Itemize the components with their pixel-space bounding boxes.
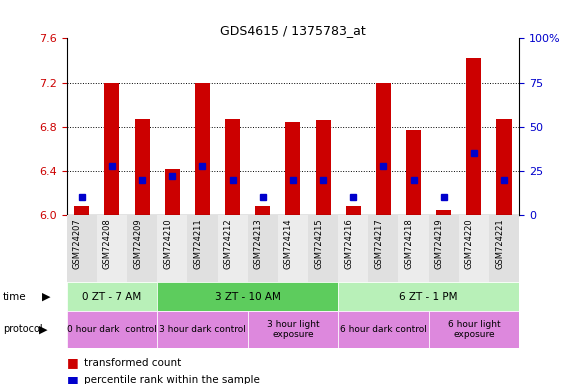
FancyBboxPatch shape <box>489 215 519 282</box>
Text: ▶: ▶ <box>42 291 51 302</box>
FancyBboxPatch shape <box>218 215 248 282</box>
Text: GSM724210: GSM724210 <box>163 218 172 269</box>
FancyBboxPatch shape <box>338 215 368 282</box>
Bar <box>157 282 338 311</box>
Text: GSM724219: GSM724219 <box>434 218 444 269</box>
Text: GSM724218: GSM724218 <box>404 218 414 269</box>
FancyBboxPatch shape <box>278 215 308 282</box>
Bar <box>225 119 240 215</box>
FancyBboxPatch shape <box>127 215 157 282</box>
FancyBboxPatch shape <box>157 215 187 282</box>
Bar <box>157 311 248 348</box>
FancyBboxPatch shape <box>459 215 489 282</box>
Bar <box>135 119 150 215</box>
Text: GSM724220: GSM724220 <box>465 218 474 269</box>
Text: 3 hour dark control: 3 hour dark control <box>159 325 246 334</box>
Text: 6 hour light
exposure: 6 hour light exposure <box>448 319 500 339</box>
Text: ■: ■ <box>67 374 78 384</box>
Text: GSM724221: GSM724221 <box>495 218 504 269</box>
FancyBboxPatch shape <box>97 215 127 282</box>
Text: ▶: ▶ <box>39 324 48 334</box>
Bar <box>338 282 519 311</box>
Text: 6 ZT - 1 PM: 6 ZT - 1 PM <box>400 291 458 302</box>
Bar <box>255 206 270 215</box>
Text: GSM724213: GSM724213 <box>253 218 263 269</box>
Bar <box>436 210 451 215</box>
Text: transformed count: transformed count <box>84 358 182 368</box>
FancyBboxPatch shape <box>187 215 218 282</box>
Bar <box>429 311 519 348</box>
Text: GSM724212: GSM724212 <box>223 218 233 269</box>
Text: GSM724211: GSM724211 <box>193 218 202 269</box>
Text: GSM724214: GSM724214 <box>284 218 293 269</box>
Text: 6 hour dark control: 6 hour dark control <box>340 325 427 334</box>
Text: GSM724209: GSM724209 <box>133 218 142 269</box>
Text: GSM724207: GSM724207 <box>72 218 82 269</box>
Bar <box>496 119 512 215</box>
FancyBboxPatch shape <box>308 215 338 282</box>
FancyBboxPatch shape <box>248 215 278 282</box>
Bar <box>67 282 157 311</box>
Bar <box>346 206 361 215</box>
Text: GSM724208: GSM724208 <box>103 218 112 269</box>
Bar <box>406 130 421 215</box>
Bar <box>248 311 338 348</box>
Bar <box>376 83 391 215</box>
Bar <box>165 169 180 215</box>
Bar <box>338 311 429 348</box>
Text: protocol: protocol <box>3 324 42 334</box>
Text: 0 hour dark  control: 0 hour dark control <box>67 325 157 334</box>
Text: 3 hour light
exposure: 3 hour light exposure <box>267 319 319 339</box>
Text: ■: ■ <box>67 356 78 369</box>
FancyBboxPatch shape <box>67 215 97 282</box>
Text: GSM724217: GSM724217 <box>374 218 383 269</box>
Text: time: time <box>3 291 27 302</box>
FancyBboxPatch shape <box>429 215 459 282</box>
Text: 0 ZT - 7 AM: 0 ZT - 7 AM <box>82 291 142 302</box>
Text: 3 ZT - 10 AM: 3 ZT - 10 AM <box>215 291 281 302</box>
Text: GSM724216: GSM724216 <box>344 218 353 269</box>
Bar <box>104 83 119 215</box>
Bar <box>285 122 300 215</box>
FancyBboxPatch shape <box>398 215 429 282</box>
Text: percentile rank within the sample: percentile rank within the sample <box>84 375 260 384</box>
Bar <box>195 83 210 215</box>
Bar <box>316 120 331 215</box>
Bar <box>67 311 157 348</box>
FancyBboxPatch shape <box>368 215 398 282</box>
Bar <box>74 206 89 215</box>
Bar <box>466 58 481 215</box>
Text: GSM724215: GSM724215 <box>314 218 323 269</box>
Title: GDS4615 / 1375783_at: GDS4615 / 1375783_at <box>220 24 366 37</box>
